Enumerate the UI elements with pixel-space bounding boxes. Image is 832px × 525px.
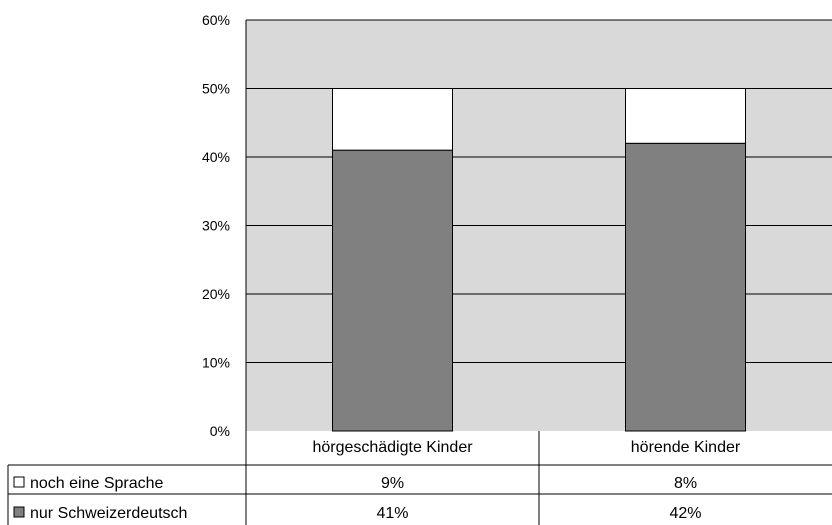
data-label: 9% [381,475,404,492]
legend-swatch [14,477,24,487]
y-axis-ticks: 0% 10% 20% 30% 40% 50% 60% [202,12,230,439]
bar-segment [333,150,453,431]
legend-swatch [14,507,24,517]
bar-segment [626,143,746,431]
x-category-label: hörende Kinder [631,439,741,456]
bar-segment [333,89,453,151]
data-table: hörgeschädigte Kinder hörende Kinder noch … [8,431,832,525]
y-tick-label: 20% [202,286,230,302]
data-label: 41% [376,505,408,522]
data-label: 42% [669,505,701,522]
y-tick-label: 40% [202,149,230,165]
y-tick-label: 60% [202,12,230,28]
legend-label: nur Schweizerdeutsch [30,505,187,522]
y-tick-label: 10% [202,355,230,371]
data-label: 8% [674,475,697,492]
x-category-label: hörgeschädigte Kinder [312,439,473,456]
y-tick-label: 50% [202,81,230,97]
y-tick-label: 0% [210,423,230,439]
y-tick-label: 30% [202,218,230,234]
bar-segment [626,89,746,144]
legend-label: noch eine Sprache [30,475,164,492]
